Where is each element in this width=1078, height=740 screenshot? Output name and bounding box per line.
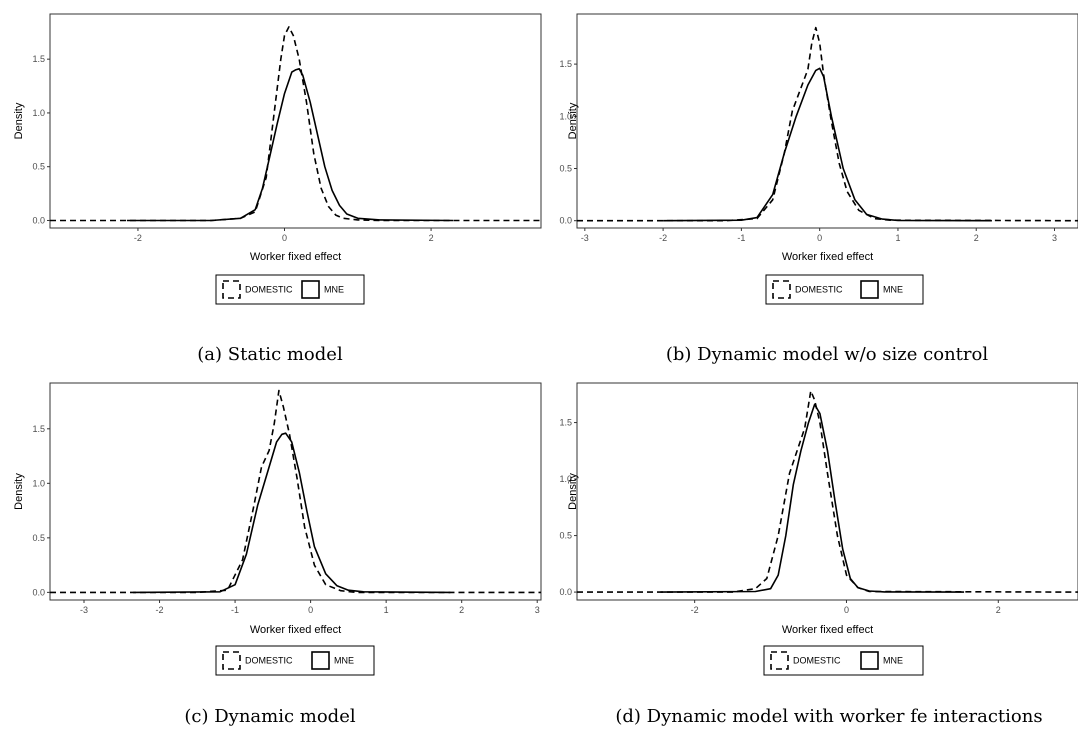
x-axis-title: Worker fixed effect bbox=[250, 624, 341, 636]
x-tick-label: 3 bbox=[535, 605, 540, 615]
legend-box bbox=[215, 645, 375, 676]
x-tick-label: -2 bbox=[134, 233, 142, 243]
legend: DOMESTIC MNE bbox=[215, 645, 375, 676]
x-tick-label: -2 bbox=[691, 605, 699, 615]
x-tick-label: 2 bbox=[459, 605, 464, 615]
legend-label-mne: MNE bbox=[883, 656, 903, 666]
legend-label-mne: MNE bbox=[324, 285, 344, 295]
x-tick-label: 0 bbox=[844, 605, 849, 615]
series-line-domestic bbox=[50, 389, 541, 594]
x-tick-label: 0 bbox=[282, 233, 287, 243]
x-tick-label: 0 bbox=[308, 605, 313, 615]
x-tick-label: 0 bbox=[817, 233, 822, 243]
panel-c: 0.0 0.5 1.0 1.5 -3 -2 -1 0 1 2 3 Worker fixed effec… bbox=[13, 382, 542, 727]
legend: DOMESTIC MNE bbox=[765, 274, 924, 305]
x-tick-label: -3 bbox=[80, 605, 88, 615]
series-line-domestic bbox=[577, 26, 1078, 222]
y-tick-label: 1.0 bbox=[32, 108, 45, 118]
legend-label-domestic: DOMESTIC bbox=[793, 656, 841, 666]
legend-label-mne: MNE bbox=[334, 656, 354, 666]
x-tick-label: 2 bbox=[974, 233, 979, 243]
series-line-mne bbox=[663, 67, 992, 222]
series-group bbox=[577, 26, 1078, 222]
plot-panel-border bbox=[49, 13, 542, 229]
y-tick-label: 1.0 bbox=[559, 474, 572, 484]
x-tick-label: -1 bbox=[737, 233, 745, 243]
series-group bbox=[50, 389, 541, 594]
x-axis-title: Worker fixed effect bbox=[782, 624, 873, 636]
y-tick-label: 0.0 bbox=[559, 216, 572, 226]
panel-caption: (a) Static model bbox=[197, 344, 343, 365]
plot-panel-border bbox=[576, 382, 1078, 601]
panel-d: 0.0 0.5 1.0 1.5 -2 0 2 Worker fixed effect Densi… bbox=[559, 382, 1078, 727]
series-line-mne bbox=[133, 432, 451, 594]
x-axis-title: Worker fixed effect bbox=[782, 251, 873, 263]
series-line-mne bbox=[660, 403, 965, 593]
y-tick-label: 0.5 bbox=[559, 163, 572, 173]
y-tick-label: 1.5 bbox=[559, 418, 572, 428]
legend-label-domestic: DOMESTIC bbox=[245, 285, 293, 295]
y-tick-label: 0.5 bbox=[559, 531, 572, 541]
legend-key-domestic bbox=[772, 280, 791, 299]
y-axis-title: Density bbox=[567, 102, 579, 139]
panel-caption: (c) Dynamic model bbox=[184, 706, 355, 727]
legend-key-domestic bbox=[222, 651, 241, 670]
y-tick-label: 0.0 bbox=[32, 215, 45, 225]
legend-label-domestic: DOMESTIC bbox=[795, 285, 843, 295]
legend-label-domestic: DOMESTIC bbox=[245, 656, 293, 666]
x-tick-label: -1 bbox=[231, 605, 239, 615]
y-tick-label: 1.5 bbox=[32, 424, 45, 434]
legend: DOMESTIC MNE bbox=[215, 274, 365, 305]
panel-caption: (b) Dynamic model w/o size control bbox=[666, 344, 988, 365]
y-tick-label: 0.5 bbox=[32, 533, 45, 543]
legend-box bbox=[215, 274, 365, 305]
y-tick-label: 0.0 bbox=[32, 587, 45, 597]
y-tick-label: 1.0 bbox=[32, 478, 45, 488]
legend-key-domestic bbox=[770, 651, 789, 670]
y-tick-label: 0.5 bbox=[32, 162, 45, 172]
y-tick-label: 1.0 bbox=[559, 111, 572, 121]
legend-key-mne bbox=[860, 280, 879, 299]
panel-b: 0.0 0.5 1.0 1.5 -3 -2 -1 0 1 2 3 Worker fixed effec… bbox=[559, 13, 1078, 365]
y-tick-label: 1.5 bbox=[32, 54, 45, 64]
legend-key-mne bbox=[311, 651, 330, 670]
series-line-domestic bbox=[577, 390, 1078, 593]
legend: DOMESTIC MNE bbox=[763, 645, 924, 676]
plot-panel-border bbox=[576, 13, 1078, 229]
y-axis-title: Density bbox=[13, 102, 25, 139]
legend-key-mne bbox=[301, 280, 320, 299]
x-tick-label: 3 bbox=[1052, 233, 1057, 243]
x-tick-label: -3 bbox=[581, 233, 589, 243]
y-tick-label: 1.5 bbox=[559, 59, 572, 69]
legend-label-mne: MNE bbox=[883, 285, 903, 295]
legend-key-domestic bbox=[222, 280, 241, 299]
panel-a: 0.0 0.5 1.0 1.5 -2 0 2 Worker fixed effect Densi… bbox=[13, 13, 542, 365]
plot-panel-border bbox=[49, 382, 542, 601]
x-tick-label: 2 bbox=[996, 605, 1001, 615]
series-line-domestic bbox=[50, 26, 541, 222]
x-tick-label: 1 bbox=[384, 605, 389, 615]
x-tick-label: 1 bbox=[895, 233, 900, 243]
legend-box bbox=[763, 645, 924, 676]
x-axis-title: Worker fixed effect bbox=[250, 251, 341, 263]
panel-caption: (d) Dynamic model with worker fe interac… bbox=[615, 706, 1042, 727]
x-tick-label: -2 bbox=[156, 605, 164, 615]
legend-key-mne bbox=[860, 651, 879, 670]
y-tick-label: 0.0 bbox=[559, 587, 572, 597]
y-axis-title: Density bbox=[567, 473, 579, 510]
series-group bbox=[50, 26, 541, 222]
series-line-mne bbox=[126, 68, 454, 222]
x-tick-label: -2 bbox=[659, 233, 667, 243]
legend-box bbox=[765, 274, 924, 305]
series-group bbox=[577, 390, 1078, 593]
x-tick-label: 2 bbox=[429, 233, 434, 243]
y-axis-title: Density bbox=[13, 473, 25, 510]
